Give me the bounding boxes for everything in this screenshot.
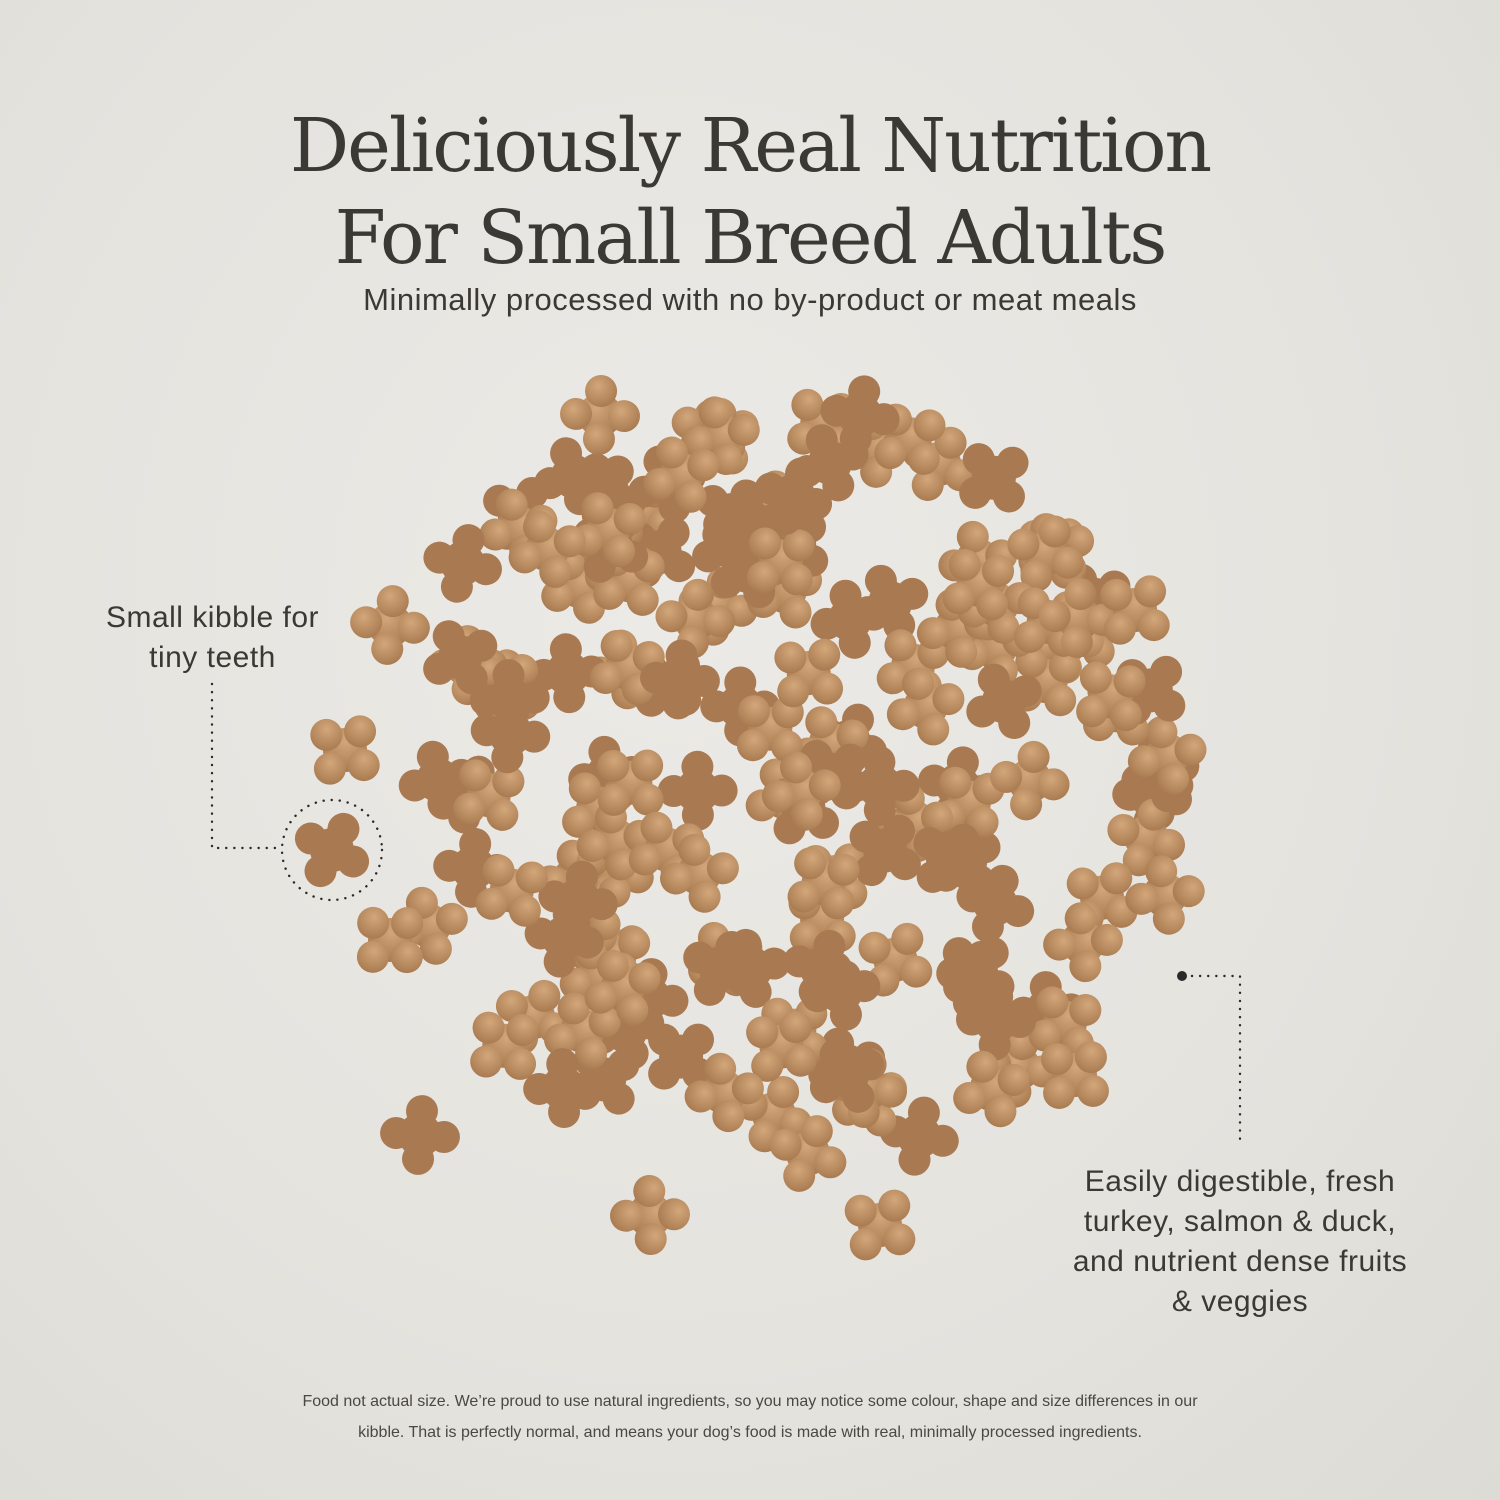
- kibble: [1100, 575, 1170, 645]
- kibble: [380, 1095, 460, 1175]
- kibble: [684, 1052, 764, 1133]
- kibble: [350, 585, 430, 665]
- kibble: [640, 639, 720, 720]
- kibble: [610, 1175, 690, 1255]
- kibble: [959, 443, 1029, 513]
- callout-connector-left: [210, 682, 384, 902]
- kibble: [858, 922, 933, 997]
- subtitle: Minimally processed with no by-product o…: [363, 282, 1137, 317]
- kibble: [560, 375, 640, 455]
- kibble: [1041, 1041, 1109, 1109]
- kibble: [990, 740, 1070, 821]
- kibble: [423, 524, 502, 603]
- callout-text: tiny teeth: [149, 641, 276, 674]
- footnote-line: Food not actual size. We’re proud to use…: [302, 1393, 1198, 1410]
- kibble: [356, 906, 424, 974]
- kibble: [956, 864, 1035, 943]
- kibble: [544, 992, 621, 1070]
- kibble: [820, 375, 900, 455]
- page-title: Deliciously Real Nutrition For Small Bre…: [0, 100, 1500, 284]
- kibble: [470, 693, 551, 774]
- kibble: [886, 667, 965, 746]
- kibble: [787, 847, 860, 920]
- kibble: [851, 564, 929, 642]
- kibble: [913, 823, 983, 893]
- kibble: [874, 403, 946, 475]
- kibble: [470, 1011, 539, 1080]
- kibble: [809, 1038, 885, 1113]
- kibble: [774, 638, 844, 708]
- kibble: [736, 695, 804, 763]
- callout-text: and nutrient dense fruits: [1072, 1245, 1408, 1278]
- title-line-2: For Small Breed Adults: [334, 195, 1168, 281]
- kibble: [660, 833, 739, 913]
- kibble: [584, 949, 661, 1026]
- callout-text: Small kibble for: [105, 601, 320, 634]
- callout-dot-marker: [1177, 971, 1187, 981]
- kibble: [746, 1011, 817, 1082]
- kibble: [1127, 716, 1207, 795]
- kibble: [508, 510, 586, 588]
- callout-text: turkey, salmon & duck,: [1083, 1205, 1397, 1238]
- callout-small-kibble: Small kibble for tiny teeth: [70, 598, 355, 678]
- kibble: [294, 812, 370, 888]
- kibble: [423, 620, 498, 695]
- kibble: [761, 751, 841, 831]
- kibble: [839, 745, 920, 826]
- kibble: [310, 715, 380, 785]
- kibble: [953, 1050, 1030, 1128]
- kibble: [475, 854, 548, 927]
- kibble: [1028, 986, 1102, 1060]
- kibble: [683, 931, 759, 1006]
- callout-connector-right: [1190, 974, 1242, 1142]
- footnote: Food not actual size. We’re proud to use…: [200, 1386, 1300, 1448]
- kibble: [844, 1189, 916, 1261]
- kibble: [1076, 661, 1146, 732]
- kibble: [597, 749, 664, 816]
- kibble: [933, 766, 1005, 839]
- kibble: [769, 1115, 847, 1192]
- callout-text: Easily digestible, fresh: [1084, 1165, 1396, 1198]
- kibble: [538, 860, 618, 940]
- kibble: [1066, 862, 1138, 934]
- kibble: [942, 548, 1015, 621]
- kibble-group: [294, 375, 1207, 1261]
- kibble: [1107, 798, 1186, 877]
- kibble: [746, 527, 815, 596]
- kibble: [657, 750, 738, 831]
- callout-ingredients: Easily digestible, fresh turkey, salmon …: [1030, 1162, 1450, 1322]
- kibble: [452, 759, 525, 831]
- kibble: [1007, 515, 1084, 592]
- kibble: [849, 814, 921, 887]
- kibble: [783, 929, 861, 1008]
- title-line-1: Deliciously Real Nutrition: [289, 103, 1212, 189]
- kibble: [966, 663, 1042, 740]
- kibble: [879, 1096, 959, 1176]
- kibble: [1043, 902, 1123, 983]
- kibble: [643, 436, 720, 513]
- kibble: [589, 629, 665, 706]
- footnote-line: kibble. That is perfectly normal, and me…: [358, 1424, 1142, 1441]
- kibble: [1125, 855, 1205, 935]
- callout-text: & veggies: [1171, 1285, 1309, 1318]
- kibble: [523, 1048, 604, 1129]
